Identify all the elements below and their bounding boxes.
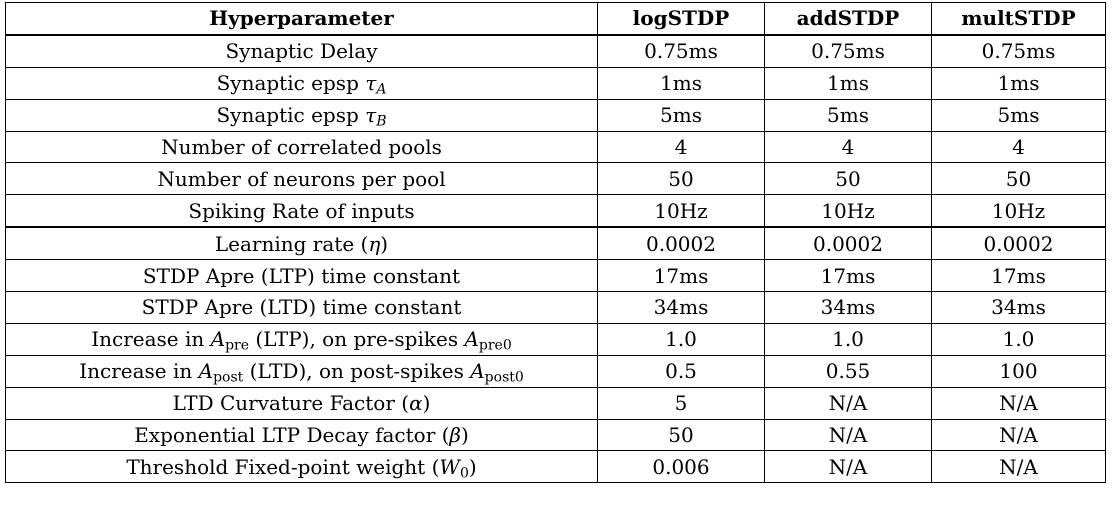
table-row: Synaptic epsp τA 1ms 1ms 1ms xyxy=(5,66,1106,100)
table-row: Spiking Rate of inputs 10Hz 10Hz 10Hz xyxy=(5,194,1106,228)
value-logstdp: 0.006 xyxy=(597,450,765,484)
value-addstdp: 0.55 xyxy=(764,354,932,388)
table-row: Learning rate (η) 0.0002 0.0002 0.0002 xyxy=(5,226,1106,261)
value-logstdp: 0.0002 xyxy=(597,226,765,261)
value-logstdp: 1ms xyxy=(597,66,765,100)
row-label: Learning rate (η) xyxy=(5,226,598,261)
table-row: Increase in Apre (LTP), on pre-spikes Ap… xyxy=(5,322,1106,356)
value-logstdp: 50 xyxy=(597,418,765,452)
row-label: STDP Apre (LTD) time constant xyxy=(5,291,598,324)
value-multstdp: 17ms xyxy=(931,259,1106,293)
header-addstdp: addSTDP xyxy=(764,1,932,36)
value-addstdp: 1.0 xyxy=(764,322,932,356)
table-row: LTD Curvature Factor (α) 5 N/A N/A xyxy=(5,386,1106,420)
value-addstdp: 0.0002 xyxy=(764,226,932,261)
value-logstdp: 17ms xyxy=(597,259,765,293)
row-label: Synaptic epsp τB xyxy=(5,98,598,132)
value-addstdp: 4 xyxy=(764,130,932,164)
row-label: Number of correlated pools xyxy=(5,130,598,164)
value-multstdp: 5ms xyxy=(931,98,1106,132)
value-multstdp: N/A xyxy=(931,450,1106,484)
row-label: Synaptic Delay xyxy=(5,34,598,68)
row-label: Synaptic epsp τA xyxy=(5,66,598,100)
value-addstdp: 1ms xyxy=(764,66,932,100)
row-label: Threshold Fixed-point weight (W0) xyxy=(5,450,598,484)
value-addstdp: 5ms xyxy=(764,98,932,132)
value-logstdp: 5ms xyxy=(597,98,765,132)
value-multstdp: 4 xyxy=(931,130,1106,164)
header-multstdp: multSTDP xyxy=(931,1,1106,36)
table-row: Exponential LTP Decay factor (β) 50 N/A … xyxy=(5,418,1106,452)
value-logstdp: 4 xyxy=(597,130,765,164)
value-multstdp: 0.0002 xyxy=(931,226,1106,261)
table-row: Number of neurons per pool 50 50 50 xyxy=(5,162,1106,196)
value-logstdp: 50 xyxy=(597,162,765,196)
value-multstdp: N/A xyxy=(931,418,1106,452)
value-addstdp: N/A xyxy=(764,386,932,420)
value-logstdp: 10Hz xyxy=(597,194,765,228)
table-row: Threshold Fixed-point weight (W0) 0.006 … xyxy=(5,450,1106,484)
table-row: STDP Apre (LTP) time constant 17ms 17ms … xyxy=(5,259,1106,293)
header-hyperparameter: Hyperparameter xyxy=(5,1,598,36)
value-logstdp: 5 xyxy=(597,386,765,420)
header-row: Hyperparameter logSTDP addSTDP multSTDP xyxy=(5,1,1106,36)
value-multstdp: 1.0 xyxy=(931,322,1106,356)
table-row: Synaptic epsp τB 5ms 5ms 5ms xyxy=(5,98,1106,132)
table-row: Synaptic Delay 0.75ms 0.75ms 0.75ms xyxy=(5,34,1106,68)
value-multstdp: 0.75ms xyxy=(931,34,1106,68)
value-addstdp: 34ms xyxy=(764,291,932,324)
header-logstdp: logSTDP xyxy=(597,1,765,36)
value-logstdp: 0.5 xyxy=(597,354,765,388)
value-multstdp: N/A xyxy=(931,386,1106,420)
value-logstdp: 1.0 xyxy=(597,322,765,356)
value-multstdp: 10Hz xyxy=(931,194,1106,228)
value-addstdp: N/A xyxy=(764,418,932,452)
value-addstdp: 17ms xyxy=(764,259,932,293)
row-label: Exponential LTP Decay factor (β) xyxy=(5,418,598,452)
row-label: Increase in Apre (LTP), on pre-spikes Ap… xyxy=(5,322,598,356)
row-label: Increase in Apost (LTD), on post-spikes … xyxy=(5,354,598,388)
value-multstdp: 34ms xyxy=(931,291,1106,324)
value-addstdp: 0.75ms xyxy=(764,34,932,68)
hyperparameter-table: Hyperparameter logSTDP addSTDP multSTDP … xyxy=(5,1,1106,484)
table-row: STDP Apre (LTD) time constant 34ms 34ms … xyxy=(5,291,1106,324)
table-container: Hyperparameter logSTDP addSTDP multSTDP … xyxy=(5,1,1106,484)
table-row: Number of correlated pools 4 4 4 xyxy=(5,130,1106,164)
row-label: Number of neurons per pool xyxy=(5,162,598,196)
value-multstdp: 100 xyxy=(931,354,1106,388)
table-row: Increase in Apost (LTD), on post-spikes … xyxy=(5,354,1106,388)
row-label: STDP Apre (LTP) time constant xyxy=(5,259,598,293)
value-logstdp: 0.75ms xyxy=(597,34,765,68)
value-multstdp: 1ms xyxy=(931,66,1106,100)
value-addstdp: 10Hz xyxy=(764,194,932,228)
row-label: LTD Curvature Factor (α) xyxy=(5,386,598,420)
value-addstdp: N/A xyxy=(764,450,932,484)
value-addstdp: 50 xyxy=(764,162,932,196)
row-label: Spiking Rate of inputs xyxy=(5,194,598,228)
value-logstdp: 34ms xyxy=(597,291,765,324)
value-multstdp: 50 xyxy=(931,162,1106,196)
